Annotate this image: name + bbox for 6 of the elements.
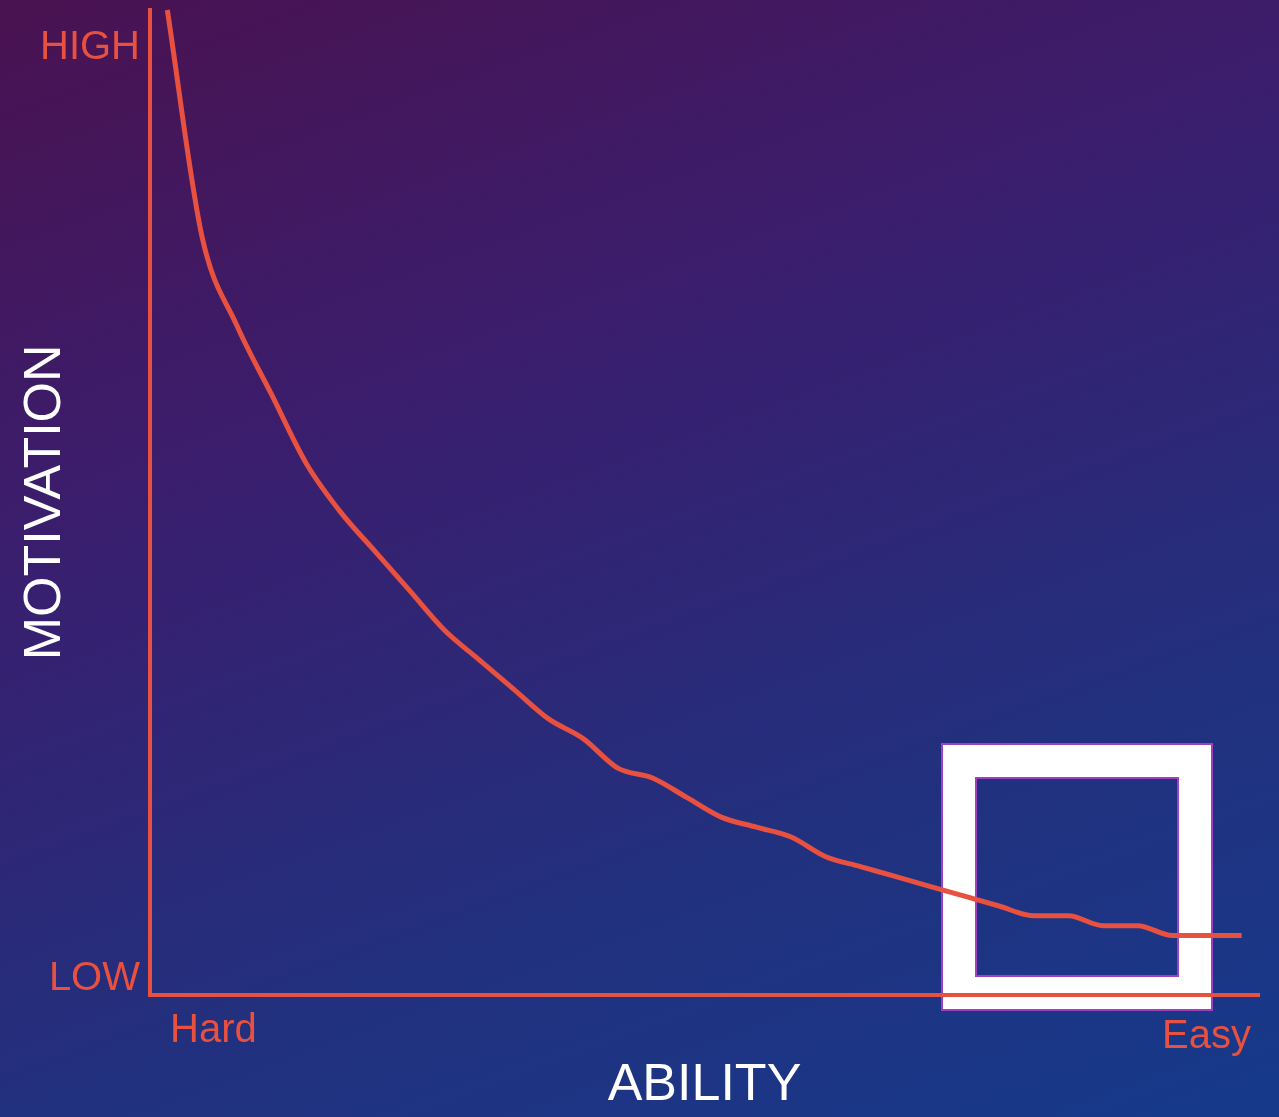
y-axis-title: MOTIVATION bbox=[12, 344, 71, 661]
text: LOW bbox=[48, 953, 141, 998]
text: Easy bbox=[1162, 1011, 1251, 1056]
text: Hard bbox=[170, 1005, 257, 1050]
text: HIGH bbox=[40, 23, 140, 68]
x-axis-title: ABILITY bbox=[607, 1053, 802, 1112]
